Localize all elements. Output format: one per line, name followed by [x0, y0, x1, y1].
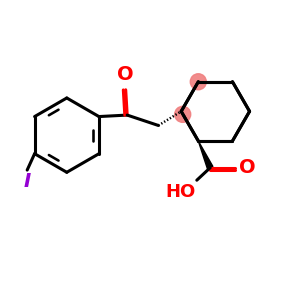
Text: HO: HO: [165, 183, 195, 201]
Text: O: O: [117, 65, 134, 85]
Circle shape: [190, 74, 206, 90]
Polygon shape: [198, 141, 213, 169]
Circle shape: [175, 106, 191, 122]
Text: I: I: [23, 172, 31, 191]
Text: O: O: [239, 158, 256, 177]
